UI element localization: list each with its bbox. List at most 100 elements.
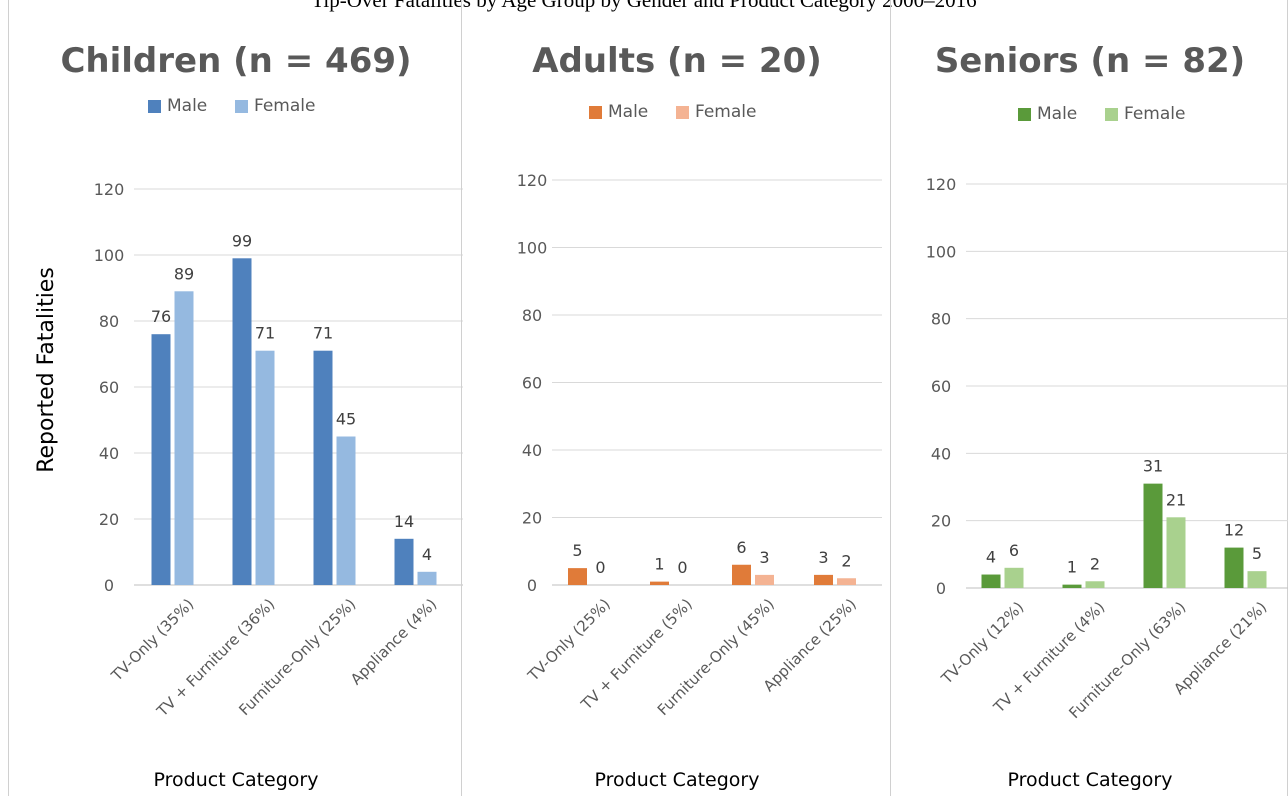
children-y-tick-label: 20 (99, 510, 119, 529)
children-category-label: TV-Only (35%) (107, 595, 197, 685)
adults-bar-male (814, 574, 833, 585)
page-title: Tip-Over Fatalities by Age Group by Gend… (311, 0, 977, 12)
seniors-legend-swatch-male (1018, 108, 1031, 121)
seniors-bar-male (1224, 547, 1244, 588)
children-bar-male (394, 538, 414, 585)
adults-bar-male (732, 564, 751, 585)
seniors-y-tick-label: 40 (931, 444, 951, 463)
adults-legend: Male Female (589, 102, 756, 122)
adults-y-tick-label: 40 (522, 441, 542, 460)
children-data-label: 14 (394, 512, 414, 531)
chart-panel-seniors: Seniors (n = 82) Male Female 0 20 40 60 80 100 12… (890, 0, 1288, 796)
children-legend: Male Female (148, 96, 315, 116)
chart-panel-adults: Adults (n = 20) Male Female 0 20 40 60 80 100 120… (461, 0, 891, 796)
adults-y-tick-label: 80 (522, 306, 542, 325)
seniors-bar-male (981, 574, 1001, 588)
seniors-legend-swatch-female (1105, 108, 1118, 121)
seniors-data-label: 21 (1166, 490, 1186, 509)
adults-y-tick-label: 60 (522, 374, 542, 393)
children-legend-swatch-male (148, 100, 161, 113)
children-y-axis-title: Reported Fatalities (34, 267, 59, 473)
adults-legend-label-male: Male (608, 102, 648, 122)
children-bar-female (255, 350, 275, 585)
adults-y-tick-label: 100 (517, 239, 548, 258)
children-bar-male (232, 258, 252, 585)
adults-y-tick-label: 120 (517, 171, 548, 190)
seniors-legend: Male Female (1018, 104, 1185, 124)
children-bar-female (174, 291, 194, 585)
adults-data-label: 3 (759, 548, 769, 567)
seniors-data-label: 1 (1067, 558, 1077, 577)
chart-children: Children (n = 469) Male Female 0 20 40 60 80 100… (34, 41, 463, 791)
adults-data-label: 6 (736, 538, 746, 557)
adults-y-tick-label: 0 (527, 576, 537, 595)
children-y-tick-label: 0 (104, 576, 114, 595)
seniors-data-label: 4 (986, 548, 996, 567)
seniors-y-tick-label: 120 (926, 175, 957, 194)
children-data-label: 71 (313, 324, 333, 343)
adults-chart-title: Adults (n = 20) (532, 41, 822, 81)
children-legend-label-female: Female (254, 96, 315, 116)
seniors-data-label: 2 (1090, 554, 1100, 573)
children-y-tick-label: 80 (99, 312, 119, 331)
adults-data-label: 2 (841, 551, 851, 570)
seniors-y-tick-label: 80 (931, 310, 951, 329)
children-legend-label-male: Male (167, 96, 207, 116)
adults-bar-female (755, 574, 774, 585)
adults-data-label: 0 (595, 558, 605, 577)
adults-data-label: 0 (677, 558, 687, 577)
seniors-category-label: TV-Only (12%) (937, 598, 1027, 688)
seniors-bar-male (1062, 584, 1082, 588)
adults-data-label: 3 (818, 548, 828, 567)
seniors-data-label: 6 (1009, 541, 1019, 560)
children-x-axis-title: Product Category (154, 769, 319, 791)
children-bar-male (313, 350, 333, 585)
children-y-tick-label: 60 (99, 378, 119, 397)
children-bar-female (336, 436, 356, 585)
children-chart-title: Children (n = 469) (60, 41, 411, 81)
seniors-y-tick-label: 20 (931, 512, 951, 531)
adults-bar-male (650, 581, 669, 585)
seniors-y-tick-label: 60 (931, 377, 951, 396)
seniors-chart-title: Seniors (n = 82) (935, 41, 1245, 81)
children-data-label: 71 (255, 324, 275, 343)
children-bar-female (417, 571, 437, 585)
adults-data-label: 5 (572, 541, 582, 560)
seniors-y-tick-label: 0 (936, 579, 946, 598)
adults-legend-swatch-male (589, 106, 602, 119)
adults-legend-swatch-female (676, 106, 689, 119)
adults-y-tick-label: 20 (522, 509, 542, 528)
children-y-tick-label: 40 (99, 444, 119, 463)
seniors-bar-female (1085, 581, 1105, 588)
seniors-legend-label-male: Male (1037, 104, 1077, 124)
chart-adults: Adults (n = 20)Male Female020406080100120… (517, 41, 882, 791)
adults-bar-male (568, 568, 587, 585)
children-y-tick-label: 100 (94, 246, 125, 265)
adults-legend-label-female: Female (695, 102, 756, 122)
seniors-data-label: 31 (1143, 457, 1163, 476)
children-y-tick-label: 120 (94, 180, 125, 199)
adults-data-label: 1 (654, 555, 664, 574)
children-category-label: Appliance (4%) (347, 595, 440, 688)
children-bar-male (151, 334, 171, 585)
chart-panel-children: Children (n = 469) Male Female 0 20 40 60 80 100… (8, 0, 463, 796)
adults-x-axis-title: Product Category (595, 769, 760, 791)
seniors-data-label: 5 (1252, 544, 1262, 563)
seniors-legend-label-female: Female (1124, 104, 1185, 124)
adults-bar-female (837, 578, 856, 585)
seniors-y-tick-label: 100 (926, 242, 957, 261)
seniors-bar-female (1166, 517, 1186, 588)
seniors-bar-female (1004, 567, 1024, 588)
seniors-data-label: 12 (1224, 521, 1244, 540)
adults-category-label: TV-Only (25%) (524, 595, 614, 685)
seniors-bar-male (1143, 483, 1163, 588)
seniors-bar-female (1247, 571, 1267, 588)
children-data-label: 76 (151, 307, 171, 326)
children-data-label: 99 (232, 231, 252, 250)
children-data-label: 45 (336, 410, 356, 429)
chart-seniors: Seniors (n = 82)Male Female02040608010012… (926, 41, 1288, 791)
seniors-x-axis-title: Product Category (1008, 769, 1173, 791)
children-legend-swatch-female (235, 100, 248, 113)
children-data-label: 4 (422, 545, 432, 564)
children-data-label: 89 (174, 264, 194, 283)
